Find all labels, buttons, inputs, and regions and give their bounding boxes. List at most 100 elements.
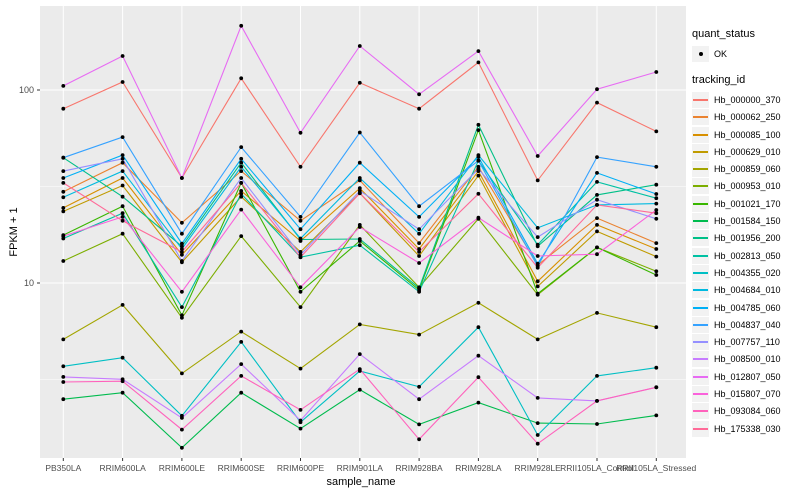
- data-point: [239, 189, 244, 193]
- data-point: [476, 191, 481, 196]
- data-point: [120, 215, 125, 219]
- data-point: [535, 254, 540, 258]
- legend-item-Hb_001584_150: Hb_001584_150: [692, 212, 800, 230]
- data-point: [180, 176, 184, 180]
- legend-item-label: Hb_007757_110: [714, 337, 780, 348]
- legend-key-box: [692, 385, 709, 402]
- data-point: [120, 355, 125, 360]
- data-point: [61, 206, 66, 210]
- data-point: [595, 374, 599, 378]
- data-point: [120, 194, 125, 199]
- x-tick-label: RRII105LA_Control: [560, 463, 634, 473]
- data-point: [476, 122, 481, 127]
- data-point: [417, 422, 421, 427]
- data-point: [476, 300, 481, 305]
- data-point: [535, 421, 540, 425]
- data-point: [654, 192, 659, 196]
- data-point: [357, 80, 362, 85]
- data-point: [61, 375, 66, 379]
- data-point: [120, 169, 125, 174]
- legend-key-box: [692, 264, 709, 281]
- data-point: [595, 180, 599, 184]
- legend-line-swatch: [693, 116, 708, 119]
- legend-tracking-id: tracking_id Hb_000000_370 Hb_000062_250 Hb…: [692, 74, 800, 437]
- x-tick-label: RRIM901LA: [337, 463, 384, 473]
- data-point: [417, 437, 421, 442]
- legend-item-label: Hb_004837_040: [714, 319, 781, 330]
- data-point: [61, 397, 66, 402]
- data-point: [239, 362, 244, 366]
- legend-line-swatch: [693, 306, 708, 309]
- x-tick-label: RRIM928BA: [395, 463, 443, 473]
- data-point: [357, 191, 362, 196]
- data-point: [357, 130, 362, 135]
- data-point: [535, 261, 540, 266]
- legend-line-swatch: [693, 427, 708, 430]
- data-point: [180, 220, 184, 225]
- legend-key-box: [692, 91, 709, 108]
- data-point: [595, 252, 599, 257]
- data-point: [595, 229, 599, 234]
- data-point: [239, 164, 244, 169]
- data-point: [120, 303, 125, 307]
- legend-item-Hb_000000_370: Hb_000000_370: [692, 91, 800, 108]
- legend-key-box: [692, 195, 709, 212]
- data-point: [357, 322, 362, 327]
- data-point: [535, 226, 540, 230]
- data-point: [654, 182, 659, 187]
- legend-line-swatch: [693, 202, 708, 205]
- data-point: [298, 164, 303, 169]
- legend-line-swatch: [693, 358, 708, 361]
- data-point: [595, 399, 599, 403]
- legend-line-swatch: [693, 220, 708, 223]
- data-point: [535, 154, 540, 158]
- data-point: [654, 273, 659, 277]
- legend-item-label: Hb_015807_070: [714, 388, 781, 399]
- data-point: [476, 325, 481, 330]
- data-point: [595, 245, 599, 250]
- data-point: [357, 243, 362, 248]
- data-point: [654, 208, 659, 212]
- data-point: [654, 247, 659, 251]
- legend-line-swatch: [693, 392, 708, 395]
- data-point: [535, 284, 540, 289]
- data-point: [476, 173, 481, 178]
- data-point: [120, 135, 125, 140]
- legend-item-label: Hb_175338_030: [714, 423, 781, 434]
- legend-item-Hb_000062_250: Hb_000062_250: [692, 109, 800, 126]
- legend-line-swatch: [693, 98, 708, 101]
- x-tick-label: RRIM600PE: [277, 463, 325, 473]
- data-point: [239, 234, 244, 239]
- x-tick-label: RRIM928LE: [515, 463, 562, 473]
- legend: quant_status OK tracking_id Hb_000000_37…: [692, 28, 800, 449]
- data-point: [61, 195, 66, 200]
- data-point: [357, 387, 362, 392]
- legend-item-Hb_004785_060: Hb_004785_060: [692, 299, 800, 316]
- data-point: [298, 305, 303, 309]
- data-point: [476, 375, 481, 380]
- legend-item-label: Hb_000859_060: [714, 164, 781, 175]
- legend-line-swatch: [693, 341, 708, 344]
- data-point: [61, 234, 66, 239]
- data-point: [120, 231, 125, 236]
- data-point: [654, 254, 659, 259]
- data-point: [239, 23, 244, 28]
- data-point: [535, 279, 540, 284]
- data-point: [476, 155, 481, 159]
- data-point: [180, 427, 184, 432]
- data-point: [180, 247, 184, 251]
- y-tick-label: 10: [24, 278, 34, 288]
- y-tick-label: 100: [19, 85, 34, 95]
- data-point: [180, 445, 184, 450]
- data-point: [180, 250, 184, 254]
- legend-item-label: Hb_012807_050: [714, 371, 781, 382]
- data-point: [417, 261, 421, 265]
- data-point: [595, 223, 599, 227]
- legend-item-Hb_015807_070: Hb_015807_070: [692, 385, 800, 402]
- data-point: [298, 285, 303, 290]
- data-point: [476, 353, 481, 358]
- data-point: [298, 215, 303, 219]
- data-point: [654, 269, 659, 274]
- data-point: [417, 247, 421, 251]
- data-point: [535, 235, 540, 240]
